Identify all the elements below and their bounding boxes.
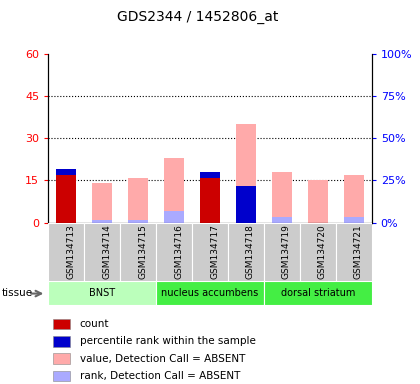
Bar (128, 220, 148, 223)
Bar (228, 223, 264, 282)
Bar (56, 169, 76, 175)
Bar (308, 180, 328, 223)
Text: value, Detection Call = ABSENT: value, Detection Call = ABSENT (80, 354, 245, 364)
Bar (344, 217, 364, 223)
Bar (48, 281, 156, 305)
Bar (236, 124, 256, 223)
Text: BNST: BNST (89, 288, 115, 298)
Text: percentile rank within the sample: percentile rank within the sample (80, 336, 256, 346)
Bar (53, 336, 71, 347)
Text: GSM134716: GSM134716 (174, 225, 183, 280)
Text: GSM134720: GSM134720 (318, 225, 327, 279)
Bar (200, 178, 220, 223)
Bar (236, 186, 256, 223)
Text: count: count (80, 319, 109, 329)
Bar (164, 212, 184, 223)
Text: GSM134718: GSM134718 (246, 225, 255, 280)
Bar (120, 223, 156, 282)
Bar (53, 319, 71, 329)
Text: nucleus accumbens: nucleus accumbens (161, 288, 259, 298)
Bar (336, 223, 372, 282)
Text: GSM134713: GSM134713 (66, 225, 75, 280)
Bar (48, 223, 84, 282)
Text: GSM134714: GSM134714 (102, 225, 111, 279)
Text: GDS2344 / 1452806_at: GDS2344 / 1452806_at (117, 10, 278, 23)
Bar (156, 223, 192, 282)
Text: rank, Detection Call = ABSENT: rank, Detection Call = ABSENT (80, 371, 240, 381)
Text: GSM134717: GSM134717 (210, 225, 219, 280)
Bar (272, 172, 292, 223)
Text: GSM134719: GSM134719 (282, 225, 291, 280)
Bar (156, 281, 264, 305)
Text: dorsal striatum: dorsal striatum (281, 288, 355, 298)
Bar (192, 223, 228, 282)
Text: GSM134721: GSM134721 (354, 225, 363, 279)
Bar (84, 223, 120, 282)
Text: tissue: tissue (2, 288, 33, 298)
Bar (92, 183, 112, 223)
Bar (200, 172, 220, 178)
Bar (272, 217, 292, 223)
Bar (53, 371, 71, 381)
Bar (128, 178, 148, 223)
Bar (92, 220, 112, 223)
Bar (264, 281, 372, 305)
Bar (53, 353, 71, 364)
Bar (164, 158, 184, 223)
Bar (344, 175, 364, 223)
Bar (56, 175, 76, 223)
Bar (300, 223, 336, 282)
Text: GSM134715: GSM134715 (138, 225, 147, 280)
Bar (264, 223, 300, 282)
